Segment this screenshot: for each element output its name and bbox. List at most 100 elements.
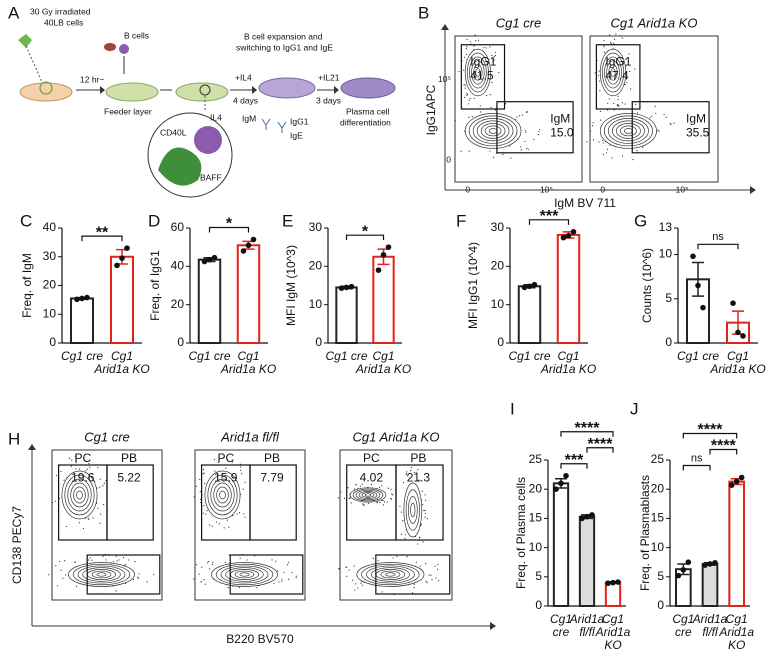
y-tick-label: 0 xyxy=(49,335,56,349)
event-dot xyxy=(224,561,226,564)
event-dot xyxy=(195,564,198,566)
contour xyxy=(215,563,274,586)
event-dot xyxy=(55,474,57,477)
y-axis-title: IgG1APC xyxy=(424,84,438,135)
y-tick-label: 0 xyxy=(535,598,542,612)
event-dot xyxy=(430,574,432,576)
event-dot xyxy=(669,122,671,124)
y-axis-title: Counts (10^6) xyxy=(640,248,654,323)
significance-bracket xyxy=(208,226,250,233)
data-point xyxy=(531,281,538,288)
label: B cell expansion and xyxy=(244,31,323,41)
data-point xyxy=(675,572,682,579)
data-point xyxy=(740,333,746,339)
gate-name: IgG1 xyxy=(470,54,496,68)
event-dot xyxy=(589,130,592,132)
event-dot xyxy=(620,35,622,37)
event-dot xyxy=(517,138,519,140)
contour xyxy=(91,570,112,579)
data-point xyxy=(526,283,533,290)
event-dot xyxy=(406,471,408,473)
contour xyxy=(64,474,95,516)
event-dot xyxy=(400,533,403,535)
event-dot xyxy=(424,494,426,496)
gate xyxy=(460,44,506,110)
label: 40LB cells xyxy=(44,17,83,27)
y-tick-label: 20 xyxy=(491,259,505,273)
event-dot xyxy=(352,579,354,581)
event-dot xyxy=(425,580,427,583)
contour xyxy=(352,488,384,502)
event-dot xyxy=(278,581,280,583)
event-dot xyxy=(521,114,524,116)
event-dot xyxy=(422,541,424,543)
event-dot xyxy=(612,48,614,50)
significance-bracket xyxy=(682,432,738,439)
event-dot xyxy=(379,486,381,489)
event-dot xyxy=(376,488,378,490)
event-dot xyxy=(475,40,477,42)
data-point xyxy=(707,561,713,567)
event-dot xyxy=(202,473,204,475)
data-point xyxy=(380,252,387,258)
event-dot xyxy=(92,517,94,519)
event-dot xyxy=(414,535,417,537)
label-line: fl/fl xyxy=(702,625,718,639)
event-dot xyxy=(236,513,238,515)
dish xyxy=(19,82,73,102)
event-dot xyxy=(489,94,491,96)
cell-icon xyxy=(104,43,116,51)
gate-value: 7.79 xyxy=(260,471,284,485)
event-dot xyxy=(458,70,460,73)
event-dot xyxy=(586,141,588,143)
event-dot xyxy=(281,580,283,582)
arrow-head xyxy=(252,86,257,94)
event-dot xyxy=(424,499,427,501)
event-dot xyxy=(404,534,407,536)
event-dot xyxy=(291,571,293,574)
event-dot xyxy=(463,130,466,132)
y-tick-label: 10 xyxy=(491,297,505,311)
event-dot xyxy=(607,109,609,111)
event-dot xyxy=(617,98,619,101)
event-dot xyxy=(91,559,93,561)
significance-bracket xyxy=(697,243,739,250)
contour xyxy=(464,48,491,97)
panel-letter: C xyxy=(20,211,32,230)
event-dot xyxy=(95,502,98,504)
event-dot xyxy=(115,555,117,557)
significance-label: **** xyxy=(711,438,737,455)
data-point xyxy=(245,242,252,249)
event-dot xyxy=(271,559,273,561)
data-point xyxy=(560,234,567,241)
panel-letter: F xyxy=(456,211,466,230)
event-dot xyxy=(349,497,351,499)
data-point xyxy=(563,472,569,479)
data-point xyxy=(84,294,90,301)
event-dot xyxy=(514,119,517,121)
y-tick-label: 10 xyxy=(529,540,543,554)
event-dot xyxy=(621,37,623,39)
event-dot xyxy=(382,504,385,506)
category-label: Cg1 Arid1a KO xyxy=(540,349,596,376)
data-point xyxy=(728,482,735,488)
event-dot xyxy=(469,97,471,100)
contour xyxy=(370,567,410,582)
event-dot xyxy=(65,574,67,576)
label-line: Cg1 xyxy=(672,612,694,626)
event-dot xyxy=(616,104,618,106)
arrow-head xyxy=(100,86,105,94)
event-dot xyxy=(372,557,374,560)
plot-frame xyxy=(454,35,583,183)
schematic: A 30 Gy irradiated 40LB cells 12 hr~ B c… xyxy=(8,3,396,198)
event-dot xyxy=(201,566,203,568)
event-dot xyxy=(97,466,99,468)
cell xyxy=(39,81,53,95)
event-dot xyxy=(463,56,465,59)
significance-label: * xyxy=(362,223,369,240)
event-dot xyxy=(438,580,440,582)
event-dot xyxy=(122,556,125,559)
magnifier xyxy=(199,84,211,96)
event-dot xyxy=(105,480,107,482)
event-dot xyxy=(613,102,615,104)
